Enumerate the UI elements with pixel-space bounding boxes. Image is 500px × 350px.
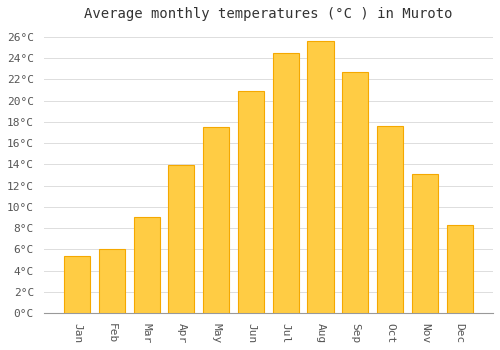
- Bar: [203, 127, 229, 313]
- Bar: [99, 249, 125, 313]
- Bar: [238, 91, 264, 313]
- Bar: [308, 41, 334, 313]
- Bar: [64, 256, 90, 313]
- Bar: [377, 126, 403, 313]
- Bar: [134, 217, 160, 313]
- Bar: [412, 174, 438, 313]
- Bar: [168, 166, 194, 313]
- Title: Average monthly temperatures (°C ) in Muroto: Average monthly temperatures (°C ) in Mu…: [84, 7, 452, 21]
- Bar: [446, 225, 472, 313]
- Bar: [342, 72, 368, 313]
- Bar: [272, 53, 299, 313]
